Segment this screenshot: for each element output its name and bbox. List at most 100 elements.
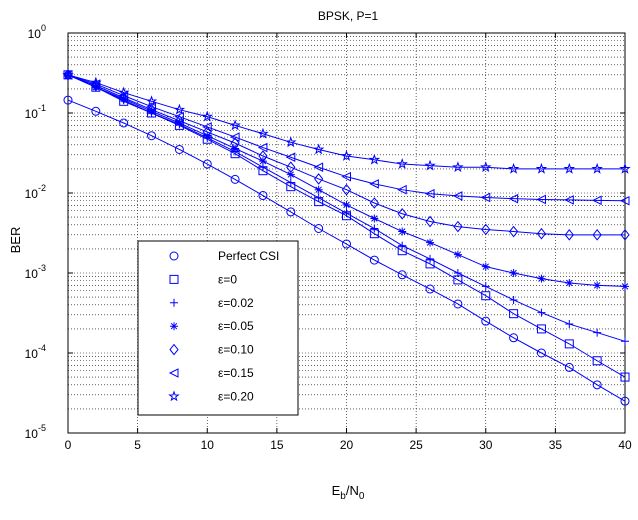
- data-point: [314, 185, 323, 194]
- series-group: [62, 68, 631, 406]
- axis-ticks: 0 5 10 15 20 25 30 35 40 100 10-1 10-2 10-3 10-4 10-5: [25, 23, 632, 452]
- data-point: [202, 122, 212, 132]
- x-tick-label: 20: [340, 438, 354, 452]
- data-point: [563, 162, 576, 174]
- series-line: [67, 74, 625, 236]
- x-axis-label-sub-b: b: [340, 491, 346, 502]
- data-point: [565, 278, 574, 287]
- legend-label: ε=0.10: [218, 343, 254, 357]
- legend-label: ε=0.05: [218, 319, 254, 333]
- y-tick-label: 10-2: [25, 183, 46, 201]
- data-point: [426, 254, 435, 263]
- data-point: [286, 170, 295, 179]
- data-point: [509, 269, 518, 277]
- data-point: [593, 281, 602, 290]
- legend-marker: [170, 322, 178, 331]
- data-point: [119, 94, 128, 103]
- chart-title: BPSK, P=1: [318, 9, 379, 23]
- series-line: [67, 74, 625, 170]
- legend-marker: [170, 298, 178, 307]
- legend-marker: [169, 343, 179, 356]
- data-point: [368, 153, 381, 165]
- legend-label: ε=0.20: [218, 389, 254, 403]
- data-point: [117, 86, 130, 98]
- data-point: [453, 299, 463, 309]
- x-axis-label: Eb/N0: [332, 483, 365, 502]
- legend-item: ε=0.20: [168, 389, 254, 403]
- data-point: [91, 106, 101, 116]
- data-point: [621, 282, 629, 291]
- legend-items: Perfect CSI ε=0 ε=0.02 ε=0.05 ε=0.10 ε=0.15 ε=…: [168, 249, 279, 403]
- data-point: [481, 282, 490, 291]
- data-point: [147, 107, 156, 116]
- legend-marker: [168, 368, 179, 378]
- data-point: [592, 195, 602, 206]
- data-point: [90, 76, 102, 88]
- data-point: [173, 103, 186, 115]
- data-point: [369, 179, 379, 189]
- data-point: [564, 339, 574, 349]
- data-point: [229, 119, 241, 131]
- series: [63, 95, 630, 406]
- legend-marker: [168, 390, 180, 402]
- data-point: [257, 142, 268, 153]
- x-tick-label: 40: [618, 438, 632, 452]
- data-point: [396, 158, 408, 169]
- data-point: [62, 68, 74, 80]
- y-axis-label: BER: [8, 227, 23, 254]
- data-point: [174, 144, 184, 154]
- data-point: [312, 143, 325, 155]
- data-point: [620, 372, 630, 382]
- data-point: [453, 220, 463, 233]
- data-point: [118, 90, 129, 101]
- data-point: [369, 197, 379, 209]
- data-point: [621, 337, 629, 346]
- data-point: [119, 118, 129, 128]
- data-point: [314, 193, 323, 202]
- data-point: [508, 225, 519, 238]
- data-point: [537, 274, 546, 283]
- data-point: [508, 193, 519, 204]
- data-point: [481, 316, 491, 326]
- data-point: [592, 380, 602, 390]
- data-point: [340, 149, 353, 161]
- data-point: [536, 194, 546, 205]
- data-point: [342, 200, 351, 209]
- data-point: [201, 110, 213, 122]
- series-line: [67, 99, 626, 402]
- data-point: [481, 291, 491, 301]
- data-point: [452, 191, 463, 201]
- data-point: [397, 207, 407, 220]
- data-point: [481, 262, 490, 271]
- y-tick-label: 10-1: [25, 103, 46, 121]
- data-point: [230, 174, 240, 184]
- data-point: [619, 162, 631, 174]
- data-point: [146, 101, 157, 112]
- data-point: [397, 270, 407, 280]
- data-point: [591, 162, 603, 174]
- data-point: [369, 255, 379, 265]
- data-point: [286, 207, 296, 217]
- x-tick-label: 30: [479, 438, 493, 452]
- data-point: [370, 224, 379, 233]
- data-point: [145, 95, 158, 107]
- data-point: [452, 161, 464, 173]
- data-point: [63, 95, 73, 105]
- data-point: [564, 195, 574, 205]
- data-point: [203, 131, 212, 140]
- data-point: [565, 320, 574, 329]
- series: [62, 68, 631, 174]
- data-point: [480, 192, 491, 203]
- data-point: [619, 195, 630, 206]
- data-point: [507, 162, 520, 174]
- data-point: [620, 396, 630, 406]
- data-point: [592, 356, 602, 366]
- x-tick-label: 25: [409, 438, 423, 452]
- data-point: [286, 161, 296, 174]
- data-point: [147, 131, 157, 141]
- data-point: [258, 191, 268, 201]
- data-point: [91, 83, 100, 92]
- series-line: [67, 74, 626, 202]
- data-point: [313, 162, 324, 173]
- data-point: [453, 250, 462, 259]
